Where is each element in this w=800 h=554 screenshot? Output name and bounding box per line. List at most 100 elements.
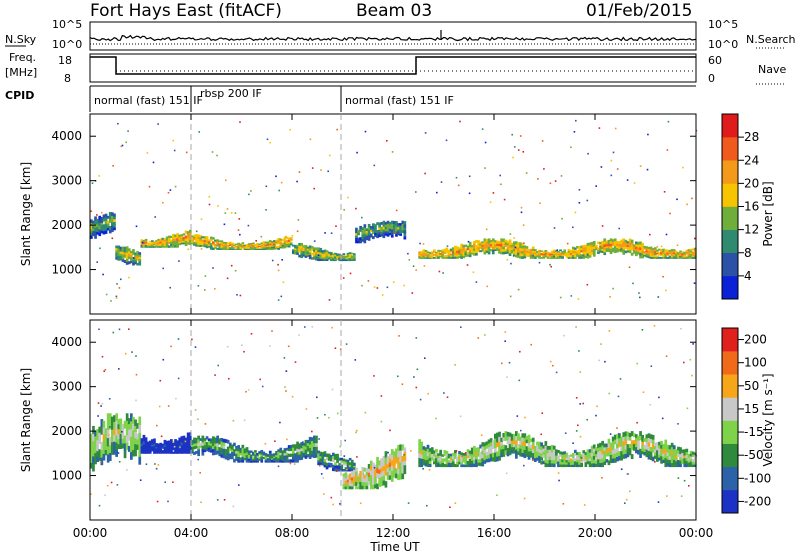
scatter-echo	[628, 266, 631, 268]
heatmap-cell	[449, 460, 453, 463]
heatmap-cell	[209, 438, 213, 442]
heatmap-cell	[466, 252, 470, 255]
heatmap-cell	[117, 438, 121, 445]
heatmap-cell	[569, 458, 573, 461]
heatmap-cell	[92, 448, 95, 457]
colorbar-swatch	[722, 183, 738, 207]
heatmap-cell	[645, 438, 649, 443]
heatmap-cell	[643, 252, 647, 255]
heatmap-cell	[104, 220, 108, 224]
heatmap-cell	[601, 449, 604, 455]
heatmap-cell	[306, 254, 310, 257]
heatmap-cell	[100, 222, 104, 226]
heatmap-cell	[167, 235, 171, 238]
heatmap-cell	[92, 463, 95, 472]
scatter-echo	[320, 169, 322, 171]
x-tick-label: 08:00	[275, 526, 310, 540]
heatmap-cell	[645, 449, 649, 454]
scatter-echo	[520, 206, 523, 209]
heatmap-cell	[630, 440, 634, 446]
heatmap-cell	[260, 456, 264, 459]
heatmap-cell	[523, 255, 527, 259]
heatmap-cell	[361, 470, 365, 475]
heatmap-cell	[454, 463, 457, 468]
heatmap-cell	[502, 448, 506, 453]
heatmap-cell	[340, 257, 344, 259]
heatmap-cell	[226, 246, 230, 248]
date-label: 01/Feb/2015	[586, 1, 692, 21]
heatmap-cell	[157, 448, 160, 451]
heatmap-cell	[264, 459, 268, 462]
heatmap-cell	[637, 444, 640, 450]
scatter-echo	[324, 413, 326, 416]
heatmap-cell	[397, 229, 400, 232]
heatmap-cell	[428, 253, 432, 255]
heatmap-cell	[172, 444, 175, 447]
heatmap-cell	[260, 248, 264, 250]
scatter-echo	[373, 286, 376, 288]
heatmap-cell	[685, 460, 689, 465]
heatmap-cell	[214, 241, 217, 243]
heatmap-cell	[672, 445, 676, 450]
heatmap-cell	[134, 425, 137, 432]
heatmap-cell	[249, 454, 253, 457]
scatter-echo	[184, 440, 187, 443]
heatmap-cell	[693, 457, 697, 460]
heatmap-cell	[491, 238, 495, 242]
heatmap-cell	[632, 440, 636, 444]
heatmap-cell	[645, 248, 649, 251]
heatmap-cell	[182, 240, 186, 243]
heatmap-cell	[422, 458, 426, 463]
heatmap-cell	[201, 435, 205, 440]
heatmap-cell	[664, 448, 668, 454]
heatmap-cell	[666, 257, 670, 259]
heatmap-cell	[401, 220, 405, 225]
heatmap-cell	[273, 243, 276, 246]
heatmap-cell	[380, 467, 384, 473]
heatmap-cell	[458, 458, 461, 462]
heatmap-cell	[481, 454, 485, 459]
heatmap-cell	[96, 434, 99, 441]
heatmap-cell	[666, 444, 670, 449]
heatmap-cell	[624, 431, 628, 437]
heatmap-cell	[540, 257, 543, 259]
scatter-echo	[347, 196, 349, 199]
heatmap-cell	[279, 455, 283, 458]
heatmap-cell	[662, 456, 665, 460]
heatmap-cell	[113, 213, 116, 217]
heatmap-cell	[555, 251, 558, 254]
heatmap-cell	[430, 251, 434, 253]
heatmap-cell	[271, 456, 274, 459]
heatmap-cell	[466, 463, 470, 468]
scatter-echo	[522, 224, 525, 226]
heatmap-cell	[563, 461, 567, 465]
scatter-echo	[407, 252, 409, 255]
scatter-echo	[135, 259, 138, 261]
heatmap-cell	[670, 256, 674, 259]
heatmap-cell	[483, 246, 487, 250]
heatmap-cell	[161, 239, 165, 242]
heatmap-cell	[390, 465, 394, 472]
heatmap-cell	[609, 446, 613, 451]
heatmap-cell	[289, 444, 293, 449]
scatter-echo	[216, 154, 218, 157]
heatmap-cell	[298, 451, 301, 455]
heatmap-cell	[243, 453, 247, 456]
heatmap-cell	[489, 457, 493, 462]
scatter-echo	[139, 479, 142, 481]
heatmap-cell	[117, 252, 121, 256]
heatmap-cell	[369, 479, 373, 485]
heatmap-cell	[498, 431, 501, 437]
heatmap-cell	[664, 444, 668, 449]
heatmap-cell	[517, 444, 520, 448]
heatmap-cell	[218, 447, 222, 451]
scatter-echo	[117, 122, 119, 125]
heatmap-cell	[239, 245, 243, 247]
heatmap-cell	[138, 424, 142, 433]
heatmap-cell	[399, 231, 402, 234]
heatmap-cell	[252, 458, 255, 461]
scatter-echo	[540, 433, 542, 436]
heatmap-cell	[157, 240, 160, 243]
heatmap-cell	[98, 454, 102, 461]
heatmap-cell	[252, 247, 255, 249]
